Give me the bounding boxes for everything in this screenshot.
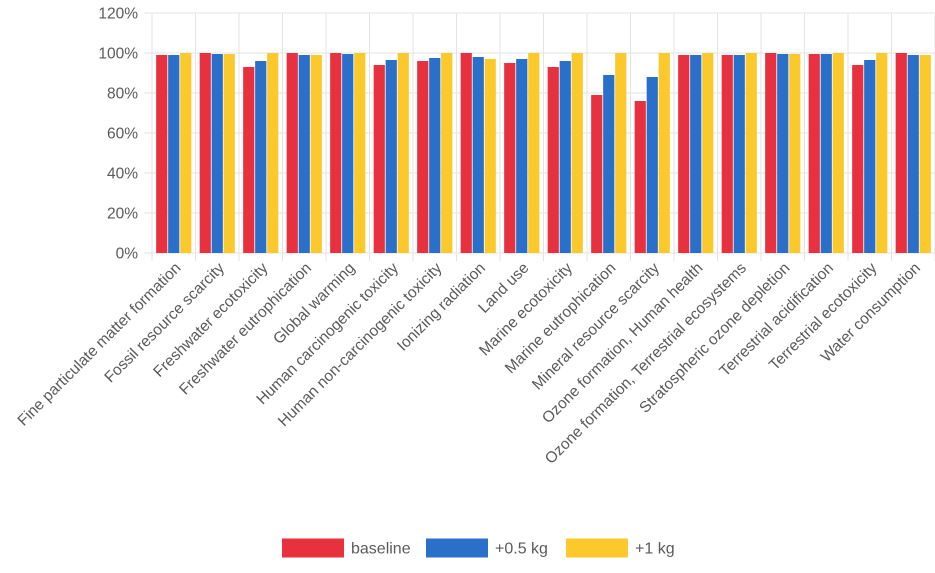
x-tick-label: Ozone formation, Human health (539, 260, 706, 427)
bar-baseline[interactable] (330, 53, 342, 253)
y-tick-label: 0% (116, 246, 139, 263)
bar-baseline[interactable] (460, 53, 472, 253)
legend-swatch[interactable] (282, 538, 344, 558)
bar--1-kg[interactable] (571, 53, 583, 253)
y-tick-label: 80% (107, 86, 138, 103)
bar--1-kg[interactable] (354, 53, 366, 253)
bar-baseline[interactable] (765, 53, 777, 253)
bar-baseline[interactable] (504, 63, 516, 253)
bar--0-5-kg[interactable] (559, 61, 571, 253)
bar--0-5-kg[interactable] (516, 59, 528, 253)
legend[interactable]: baseline +0.5 kg +1 kg (282, 538, 675, 558)
legend-label[interactable]: +0.5 kg (495, 541, 548, 558)
bar-baseline[interactable] (852, 65, 864, 253)
bar--0-5-kg[interactable] (342, 54, 354, 253)
bar--1-kg[interactable] (658, 53, 670, 253)
bar--1-kg[interactable] (180, 53, 192, 253)
bar--0-5-kg[interactable] (168, 55, 180, 253)
bar--1-kg[interactable] (484, 59, 496, 253)
bar-baseline[interactable] (373, 65, 385, 253)
y-tick-label: 40% (107, 166, 138, 183)
bar--1-kg[interactable] (441, 53, 453, 253)
bar-baseline[interactable] (156, 55, 168, 253)
bar-baseline[interactable] (895, 53, 907, 253)
bar-baseline[interactable] (286, 53, 298, 253)
bar--1-kg[interactable] (832, 53, 844, 253)
y-tick-label: 100% (98, 46, 138, 63)
bar-baseline[interactable] (678, 55, 690, 253)
bar--1-kg[interactable] (310, 55, 322, 253)
legend-label[interactable]: baseline (351, 541, 411, 558)
bar--0-5-kg[interactable] (864, 60, 876, 253)
bar--1-kg[interactable] (267, 53, 279, 253)
bar--1-kg[interactable] (789, 54, 801, 253)
bar--1-kg[interactable] (397, 53, 409, 253)
bars (156, 53, 931, 253)
y-tick-label: 120% (98, 6, 138, 23)
bar--1-kg[interactable] (615, 53, 627, 253)
bar--0-5-kg[interactable] (646, 77, 658, 253)
bar-baseline[interactable] (199, 53, 211, 253)
bar--0-5-kg[interactable] (385, 60, 397, 253)
bar--0-5-kg[interactable] (472, 57, 484, 253)
bar-baseline[interactable] (547, 67, 559, 253)
bar-baseline[interactable] (721, 55, 733, 253)
bar--1-kg[interactable] (876, 53, 888, 253)
bar--0-5-kg[interactable] (733, 55, 745, 253)
bar--0-5-kg[interactable] (603, 75, 615, 253)
y-axis-ticks: 0% 20% 40% 60% 80% 100% 120% (98, 6, 138, 263)
bar--1-kg[interactable] (919, 55, 931, 253)
bar--0-5-kg[interactable] (820, 54, 832, 253)
bar-baseline[interactable] (417, 61, 429, 253)
bar--1-kg[interactable] (223, 54, 235, 253)
bar--0-5-kg[interactable] (690, 55, 702, 253)
bar--0-5-kg[interactable] (429, 58, 441, 253)
bar-baseline[interactable] (634, 101, 646, 253)
bar--0-5-kg[interactable] (298, 55, 310, 253)
bar--1-kg[interactable] (528, 53, 540, 253)
bar-baseline[interactable] (591, 95, 603, 253)
bar--0-5-kg[interactable] (211, 54, 223, 253)
bar--0-5-kg[interactable] (777, 54, 789, 253)
legend-label[interactable]: +1 kg (635, 541, 675, 558)
bar--0-5-kg[interactable] (907, 55, 919, 253)
x-tick-label: Ozone formation, Terrestrial ecosystems (542, 259, 750, 467)
legend-swatch[interactable] (566, 538, 628, 558)
x-tick-label: Fine particulate matter formation (15, 260, 185, 430)
y-tick-label: 60% (107, 126, 138, 143)
bar-baseline[interactable] (808, 54, 820, 253)
bar--1-kg[interactable] (702, 53, 714, 253)
x-axis-ticks: Fine particulate matter formationFossil … (15, 259, 924, 467)
y-tick-label: 20% (107, 206, 138, 223)
bar--0-5-kg[interactable] (255, 61, 267, 253)
bar-baseline[interactable] (243, 67, 255, 253)
bar--1-kg[interactable] (745, 53, 757, 253)
legend-swatch[interactable] (426, 538, 488, 558)
